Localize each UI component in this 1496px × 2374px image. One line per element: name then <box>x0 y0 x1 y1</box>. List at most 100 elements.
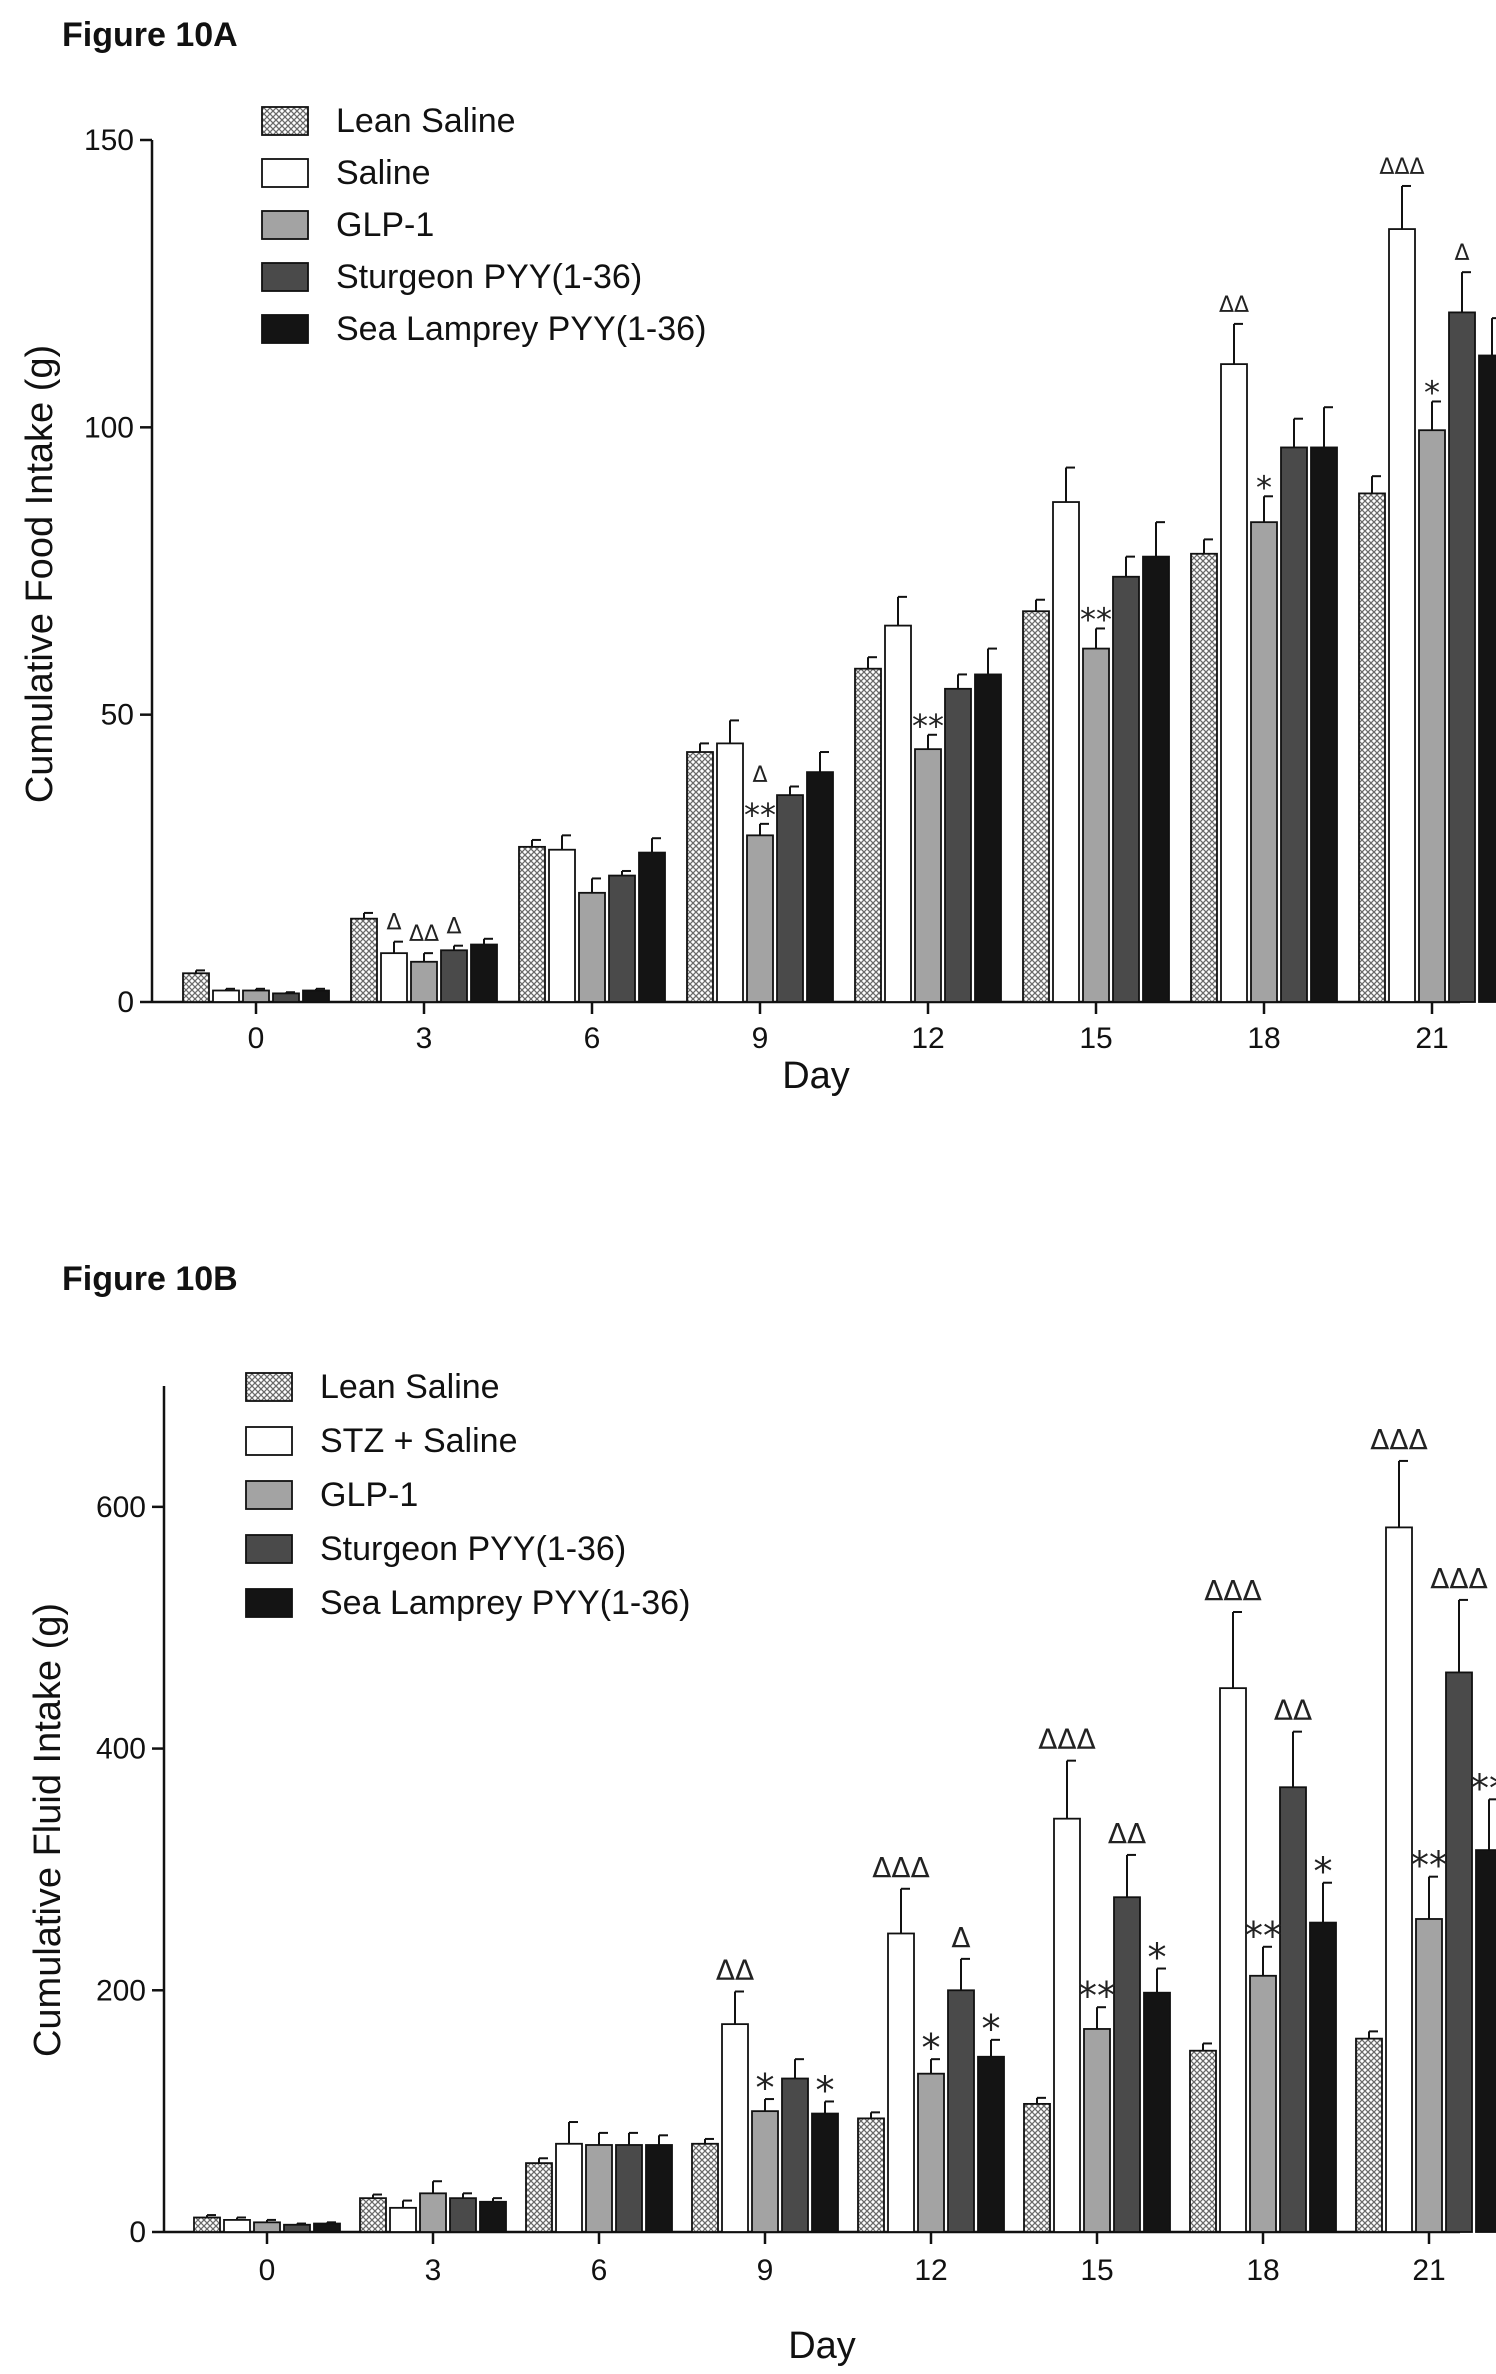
bar <box>555 2142 583 2233</box>
significance-star: * <box>1314 1850 1333 1894</box>
legend-label: STZ + Saline <box>320 1422 517 1460</box>
x-tick-label: 9 <box>757 2254 774 2287</box>
significance-delta: ΔΔΔ <box>1370 1423 1427 1456</box>
bar <box>1415 1918 1443 2233</box>
bar <box>1143 1991 1171 2233</box>
bar <box>212 989 240 1003</box>
x-tick-label: 12 <box>911 1022 944 1055</box>
x-tick-label: 3 <box>425 2254 442 2287</box>
bar <box>223 2219 251 2233</box>
bar <box>548 848 576 1003</box>
x-tick-label: 9 <box>752 1022 769 1055</box>
y-tick-label: 200 <box>96 1974 146 2007</box>
x-tick-label: 12 <box>914 2254 947 2287</box>
bar <box>1388 228 1416 1003</box>
figure-10a-title: Figure 10A <box>62 16 238 54</box>
significance-delta: ΔΔ <box>409 922 439 947</box>
significance-delta: ΔΔΔ <box>1430 1562 1487 1595</box>
bar <box>578 891 606 1003</box>
significance-star: * <box>1256 468 1272 506</box>
y-tick-label: 100 <box>84 411 134 444</box>
bar <box>977 2055 1005 2233</box>
bar <box>302 989 330 1003</box>
y-axis-title: Cumulative Fluid Intake (g) <box>27 1603 69 2057</box>
y-tick-label: 0 <box>117 986 134 1019</box>
significance-delta: ΔΔΔ <box>1038 1723 1095 1756</box>
bar <box>470 943 498 1003</box>
bar <box>449 2197 477 2233</box>
significance-delta: ΔΔΔ <box>872 1851 929 1884</box>
bar <box>854 667 882 1003</box>
legend-swatch <box>245 1480 293 1510</box>
bar <box>380 952 408 1003</box>
legend-label: Lean Saline <box>336 102 516 140</box>
food-intake-chart: 0 50 100 150 Cumulative Food Intake (g) Day 0 3… <box>19 102 1496 1097</box>
bar <box>1310 446 1338 1003</box>
significance-star: * <box>982 2007 1001 2051</box>
bar <box>242 989 270 1003</box>
bar <box>645 2144 673 2233</box>
legend-label: Lean Saline <box>320 1368 500 1406</box>
bar <box>283 2223 311 2233</box>
significance-delta: ΔΔ <box>1219 293 1249 318</box>
bar <box>1082 647 1110 1003</box>
bar <box>359 2197 387 2233</box>
legend-label: Sturgeon PYY(1-36) <box>320 1530 626 1568</box>
significance-star: * <box>756 2066 775 2110</box>
bar <box>1023 2102 1051 2233</box>
significance-star: ** <box>1244 1914 1282 1958</box>
legend-label: Sea Lamprey PYY(1-36) <box>320 1584 690 1622</box>
bar <box>1385 1526 1413 2233</box>
bar <box>691 2142 719 2233</box>
bar <box>716 742 744 1003</box>
x-axis-title: Day <box>782 1055 850 1097</box>
legend-swatch <box>245 1426 293 1456</box>
significance-star: ** <box>744 796 776 834</box>
bar <box>914 748 942 1003</box>
x-tick-label: 21 <box>1415 1022 1448 1055</box>
bar <box>638 851 666 1003</box>
significance-star: * <box>1424 373 1440 411</box>
bar <box>884 624 912 1003</box>
bar <box>440 949 468 1003</box>
bar <box>811 2112 839 2233</box>
bar <box>686 751 714 1003</box>
bar <box>350 917 378 1003</box>
bar <box>1448 311 1476 1003</box>
x-tick-label: 0 <box>259 2254 276 2287</box>
figure-10b-title: Figure 10B <box>62 1260 238 1298</box>
fluid-intake-chart: 0 200 400 600 Cumulative Fluid Intake (g) Day… <box>27 1368 1496 2367</box>
bar <box>1220 363 1248 1003</box>
significance-star: ** <box>1470 1766 1496 1810</box>
bar <box>1478 354 1496 1003</box>
bar <box>182 972 210 1003</box>
significance-star: * <box>922 2026 941 2070</box>
bar <box>1083 2028 1111 2233</box>
x-tick-label: 15 <box>1079 1022 1112 1055</box>
y-axis-title: Cumulative Food Intake (g) <box>19 345 61 803</box>
x-axis-title: Day <box>788 2325 856 2367</box>
significance-delta: ΔΔ <box>1274 1694 1312 1727</box>
legend-swatch <box>245 1588 293 1618</box>
bar <box>917 2072 945 2233</box>
x-tick-label: 0 <box>248 1022 265 1055</box>
bar <box>806 771 834 1003</box>
bar <box>781 2077 809 2233</box>
y-tick-label: 50 <box>101 699 134 732</box>
significance-star: ** <box>1410 1844 1448 1888</box>
bar <box>608 874 636 1003</box>
bar <box>1190 552 1218 1003</box>
bar <box>1309 1921 1337 2233</box>
bar <box>751 2110 779 2233</box>
bar <box>857 2117 885 2233</box>
y-tick-label: 400 <box>96 1733 146 1766</box>
bar <box>887 1932 915 2233</box>
bar <box>1250 521 1278 1003</box>
legend-swatch <box>261 314 309 344</box>
significance-delta: ΔΔΔ <box>1379 155 1424 180</box>
bar <box>1112 575 1140 1003</box>
significance-delta: Δ <box>446 915 461 940</box>
bar <box>944 687 972 1003</box>
significance-star: ** <box>912 707 944 745</box>
